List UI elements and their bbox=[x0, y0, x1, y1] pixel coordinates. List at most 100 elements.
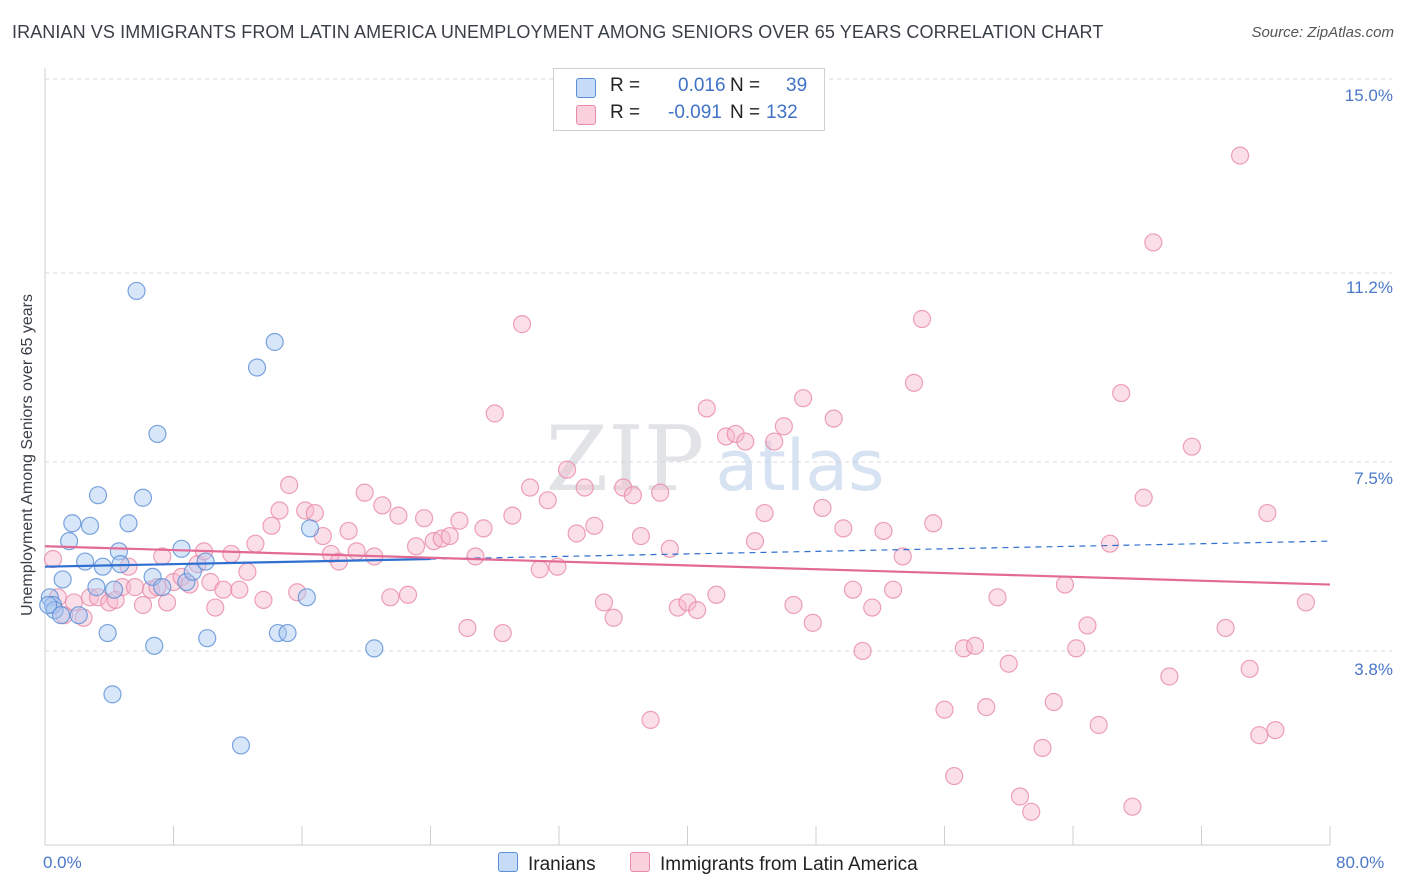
latin-america-point bbox=[678, 593, 697, 612]
latin-america-point bbox=[74, 608, 93, 627]
legend-r-value: -0.091 bbox=[668, 102, 722, 123]
latin-america-point bbox=[803, 613, 822, 632]
latin-america-point bbox=[280, 475, 299, 495]
x-tick-label-min: 0.0% bbox=[43, 853, 82, 872]
latin-america-point bbox=[1160, 667, 1179, 686]
legend-r-label: R = bbox=[610, 102, 641, 123]
latin-america-point bbox=[1112, 383, 1131, 403]
y-tick-label: 7.5% bbox=[1354, 469, 1393, 488]
iranian-point bbox=[53, 570, 72, 589]
latin-america-point bbox=[466, 547, 485, 566]
iranian-point bbox=[196, 552, 215, 571]
latin-america-point bbox=[458, 618, 477, 638]
y-axis-label: Unemployment Among Seniors over 65 years bbox=[19, 294, 36, 616]
iranian-point bbox=[148, 424, 167, 444]
iranian-point bbox=[87, 578, 106, 597]
latin-america-point bbox=[1216, 618, 1235, 638]
latin-america-point bbox=[206, 598, 225, 617]
iranian-point bbox=[145, 636, 164, 655]
latin-america-point bbox=[794, 389, 813, 408]
latin-america-point bbox=[988, 588, 1007, 607]
latin-america-point bbox=[604, 608, 623, 627]
iranian-point bbox=[51, 606, 71, 625]
latin-america-point bbox=[557, 460, 577, 479]
latin-america-point bbox=[1123, 797, 1142, 816]
latin-america-point bbox=[745, 532, 765, 551]
latin-america-points bbox=[43, 146, 1316, 821]
latin-america-point bbox=[874, 521, 893, 541]
x-tick-label-max: 80.0% bbox=[1336, 853, 1385, 872]
latin-america-point bbox=[631, 526, 651, 546]
latin-america-point bbox=[133, 595, 153, 615]
bottom-legend-iranians: Iranians bbox=[498, 852, 596, 876]
latin-america-point bbox=[246, 534, 265, 553]
latin-america-point bbox=[863, 598, 882, 617]
latin-america-point bbox=[43, 549, 63, 569]
iranian-point bbox=[172, 539, 191, 558]
latin-america-point bbox=[1250, 726, 1269, 745]
y-tick-label: 3.8% bbox=[1354, 660, 1393, 679]
latin-america-point bbox=[1022, 802, 1041, 821]
latin-america-point bbox=[148, 578, 167, 597]
watermark-atlas: atlas bbox=[715, 425, 884, 507]
iranian-point bbox=[300, 519, 320, 538]
latin-america-point bbox=[1240, 659, 1259, 678]
latin-america-point bbox=[125, 578, 145, 597]
iranian-point bbox=[247, 358, 267, 377]
latin-america-point bbox=[485, 404, 504, 423]
latin-america-point bbox=[222, 544, 241, 564]
iranian-point bbox=[119, 514, 138, 533]
iranian-point bbox=[88, 486, 108, 505]
correlation-legend: R = 0.016 N = 39 R = -0.091 N = 132 bbox=[553, 68, 825, 131]
latin-america-point bbox=[904, 373, 924, 392]
latin-america-point bbox=[784, 595, 803, 615]
latin-america-point bbox=[1055, 575, 1075, 594]
latin-america-point bbox=[726, 424, 745, 444]
latin-america-point bbox=[414, 509, 434, 528]
latin-america-point bbox=[1078, 616, 1097, 635]
latin-america-point bbox=[355, 483, 374, 502]
latin-america-point bbox=[347, 542, 366, 561]
latin-america-point bbox=[567, 524, 586, 543]
iranian-point bbox=[76, 552, 95, 571]
latin-america-point bbox=[1089, 715, 1108, 735]
latin-america-point bbox=[575, 478, 594, 497]
iranian-point bbox=[153, 578, 172, 597]
latin-america-point bbox=[406, 537, 426, 556]
bottom-legend-label-iranians: Iranians bbox=[528, 854, 596, 875]
latin-america-point bbox=[736, 432, 755, 451]
latin-america-point bbox=[339, 521, 358, 541]
latin-america-point bbox=[389, 506, 408, 525]
latin-america-point bbox=[660, 539, 679, 558]
latin-america-point bbox=[157, 593, 177, 612]
latin-america-point bbox=[853, 641, 872, 661]
latin-america-point bbox=[945, 766, 964, 786]
iranian-points bbox=[39, 281, 384, 755]
y-tick-label: 15.0% bbox=[1344, 86, 1393, 105]
latin-america-point bbox=[614, 478, 633, 497]
grid-lines bbox=[45, 78, 1392, 652]
latin-america-point bbox=[450, 511, 469, 530]
iranian-point bbox=[365, 639, 384, 658]
axes bbox=[44, 68, 1331, 846]
latin-america-point bbox=[999, 654, 1018, 673]
latin-america-point bbox=[651, 483, 670, 502]
latin-america-point bbox=[1258, 503, 1277, 523]
latin-america-point bbox=[373, 496, 392, 515]
latin-america-point bbox=[688, 600, 707, 620]
latin-america-point bbox=[623, 486, 642, 505]
iranian-point bbox=[133, 488, 153, 507]
latin-america-point bbox=[254, 590, 273, 609]
iranian-point bbox=[231, 736, 251, 755]
latin-america-point bbox=[765, 432, 784, 451]
watermark: ZIP atlas bbox=[546, 407, 885, 512]
latin-america-point bbox=[935, 700, 954, 719]
iranian-point bbox=[265, 332, 284, 352]
legend-n-value: 39 bbox=[786, 75, 808, 96]
latin-america-point bbox=[585, 516, 604, 535]
latin-america-point bbox=[503, 506, 522, 525]
latin-america-point bbox=[843, 580, 863, 599]
legend-n-label: N = bbox=[730, 75, 761, 96]
latin-america-trend-line bbox=[44, 545, 1331, 586]
